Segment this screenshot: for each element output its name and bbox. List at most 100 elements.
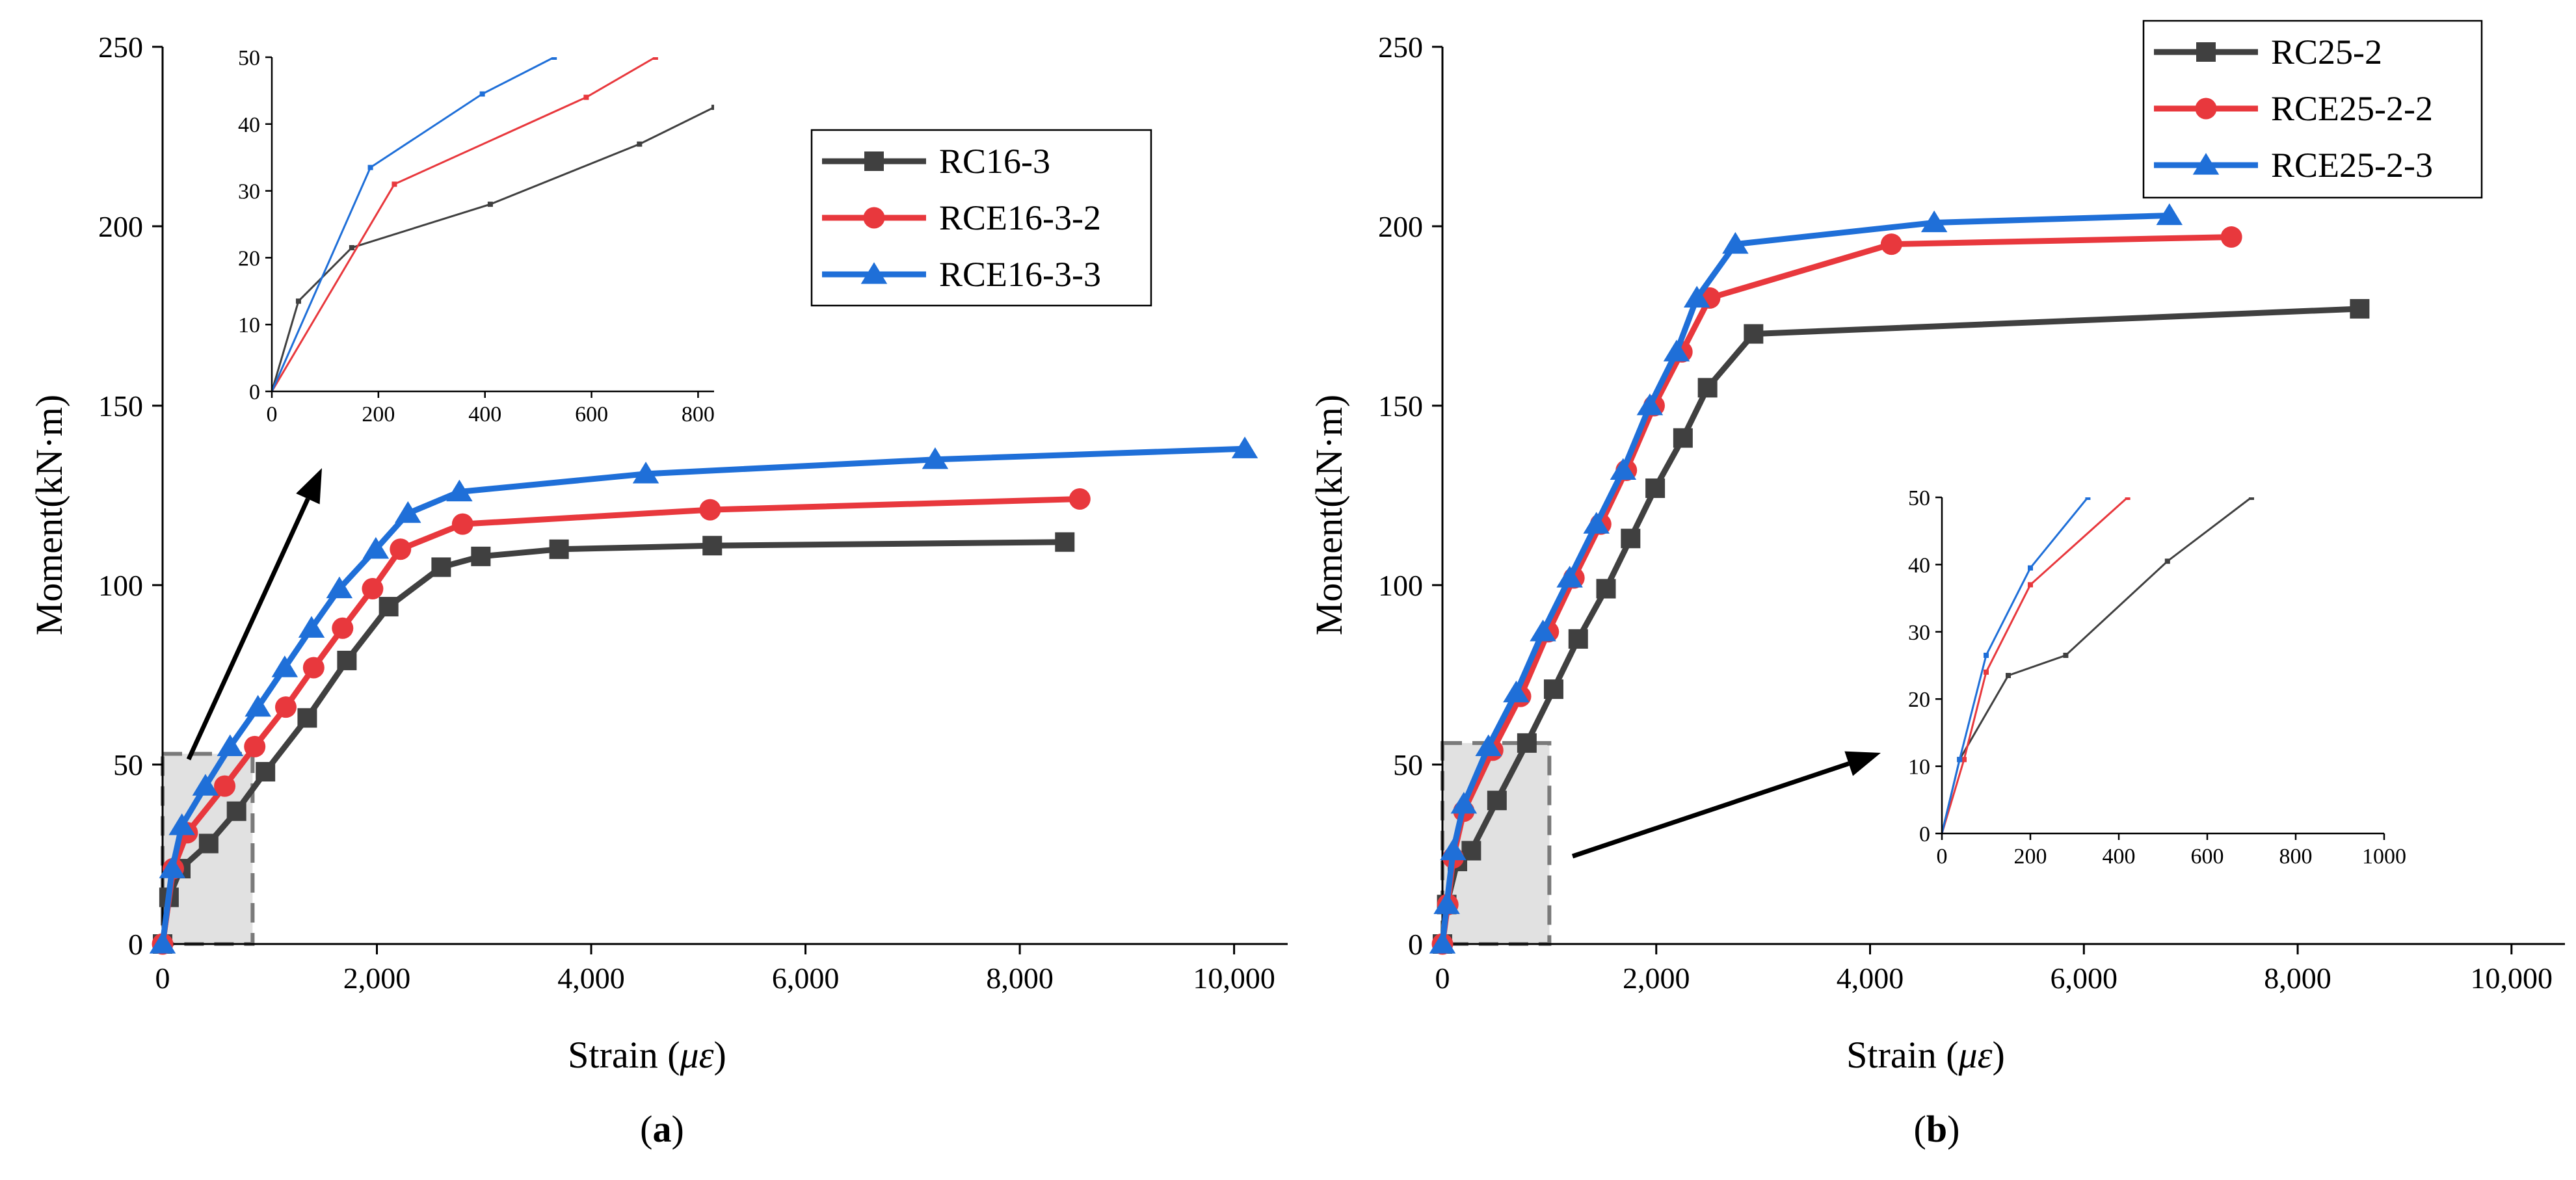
legend-entry-RCE25-2-2: RCE25-2-2: [2154, 89, 2433, 128]
legend-label: RC25-2: [2271, 33, 2382, 72]
inset-y-tick-label: 20: [1908, 688, 1930, 712]
data-point: [302, 657, 325, 679]
legend-marker: [860, 262, 888, 284]
inset-point: [479, 91, 485, 97]
inset-series: [272, 57, 714, 391]
data-point: [1517, 733, 1537, 753]
inset-point: [367, 164, 373, 170]
data-point: [362, 537, 390, 559]
legend-label: RC16-3: [939, 142, 1050, 181]
data-point: [702, 536, 723, 556]
inset-x-tick-label: 1000: [2362, 845, 2406, 869]
data-point: [451, 513, 473, 535]
x-tick-label: 8,000: [2264, 962, 2331, 995]
data-point: [471, 546, 491, 566]
data-point: [431, 557, 451, 577]
data-point: [2350, 298, 2370, 319]
axes: 0 2,000 4,000 6,000 8,000 10,0000501001502002…: [98, 31, 1288, 995]
x-tick-label: 10,000: [2471, 962, 2553, 995]
y-tick-label: 100: [98, 569, 143, 602]
x-tick-label: 2,000: [343, 962, 411, 995]
inset-y-tick-label: 10: [1908, 755, 1930, 780]
data-point: [326, 576, 353, 599]
inset-chart: 0 200 400 600 800 1000 0 10 20 30 40 50: [1908, 486, 2406, 869]
data-point: [245, 694, 271, 717]
arrow-shaft: [1571, 761, 1850, 859]
inset-x-tick-label: 0: [267, 402, 278, 426]
inset-point: [1984, 652, 1989, 658]
y-tick-label: 200: [98, 210, 143, 243]
axes: 0 2,000 4,000 6,000 8,000 10,0000501001502002…: [1378, 31, 2565, 995]
data-point: [1636, 393, 1664, 415]
inset-chart: 0 200 400 600 800 0 10 20 30 40 50: [238, 46, 715, 426]
data-point: [1530, 620, 1556, 642]
inset-point: [487, 202, 493, 207]
inset-point: [1984, 669, 1989, 675]
data-point: [159, 856, 186, 878]
data-point: [1556, 566, 1583, 588]
inset-point: [2063, 652, 2069, 658]
data-point: [1920, 210, 1948, 233]
inset-point: [551, 57, 557, 60]
data-point: [1487, 791, 1507, 811]
inset-point: [2006, 673, 2011, 679]
data-point: [1543, 679, 1563, 700]
y-tick-label: 250: [98, 31, 143, 64]
series-RCE16-3-3: [149, 436, 1258, 954]
inset-x-tick-label: 200: [362, 402, 395, 426]
data-point: [226, 801, 246, 821]
y-tick-label: 50: [1393, 748, 1423, 781]
arrow-head: [296, 468, 322, 505]
data-point: [1880, 233, 1902, 256]
data-point: [1621, 529, 1641, 549]
inset-point: [349, 244, 354, 250]
data-point: [337, 650, 357, 670]
y-tick-label: 150: [98, 389, 143, 423]
data-point: [274, 696, 297, 718]
data-point: [198, 833, 219, 854]
data-point: [1503, 680, 1530, 703]
inset-point: [2164, 558, 2170, 564]
data-point: [1583, 512, 1610, 534]
inset-y-tick-label: 30: [1908, 621, 1930, 645]
legend-label: RCE16-3-3: [939, 255, 1101, 294]
inset-background: [1942, 497, 2384, 833]
inset-x-tick-label: 600: [575, 402, 608, 426]
x-tick-label: 6,000: [772, 962, 840, 995]
data-point: [192, 774, 219, 796]
legend-marker: [2195, 98, 2217, 120]
y-axis-title: Moment(kN·m): [1308, 395, 1350, 636]
inset-x-tick-label: 400: [2103, 845, 2136, 869]
data-point: [378, 597, 399, 617]
inset-point: [295, 298, 301, 304]
x-tick-label: 0: [1435, 962, 1450, 995]
inset-x-tick-label: 600: [2191, 845, 2224, 869]
data-point: [297, 708, 317, 728]
arrow-head: [1844, 751, 1881, 776]
data-point: [1433, 892, 1460, 914]
legend-entry-RCE16-3-3: RCE16-3-3: [822, 255, 1101, 294]
x-tick-label: 6,000: [2051, 962, 2118, 995]
inset-y-tick-label: 20: [238, 246, 260, 270]
inset-y-tick-label: 0: [1919, 822, 1930, 846]
legend-entry-RC25-2: RC25-2: [2154, 33, 2382, 72]
data-point: [1683, 285, 1710, 308]
data-point: [214, 775, 236, 797]
legend-label: RCE25-2-3: [2271, 146, 2433, 185]
data-point: [168, 813, 195, 835]
data-point: [699, 499, 721, 521]
inset-point: [652, 57, 658, 60]
data-point: [298, 616, 325, 638]
data-point: [2156, 203, 2183, 226]
legend-marker: [863, 207, 885, 229]
data-point: [632, 462, 659, 484]
inset-y-tick-label: 40: [238, 113, 260, 137]
inset-x-tick-label: 0: [1937, 845, 1948, 869]
y-tick-label: 50: [113, 748, 143, 781]
data-point: [1231, 436, 1258, 458]
data-point: [549, 539, 569, 559]
x-tick-label: 8,000: [986, 962, 1054, 995]
inset-line-RC16-3: [272, 106, 714, 391]
data-point: [1697, 378, 1718, 398]
